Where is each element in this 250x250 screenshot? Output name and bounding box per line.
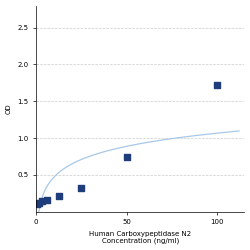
X-axis label: Human Carboxypeptidase N2
Concentration (ng/ml): Human Carboxypeptidase N2 Concentration …: [89, 231, 191, 244]
Point: [36, 202, 40, 206]
Point: [79, 186, 83, 190]
Point: [45, 198, 49, 202]
Point: [57, 194, 61, 198]
Point: [125, 154, 129, 158]
Point: [37, 201, 41, 205]
Y-axis label: OD: OD: [6, 103, 12, 114]
Point: [215, 83, 219, 87]
Point: [40, 200, 44, 203]
